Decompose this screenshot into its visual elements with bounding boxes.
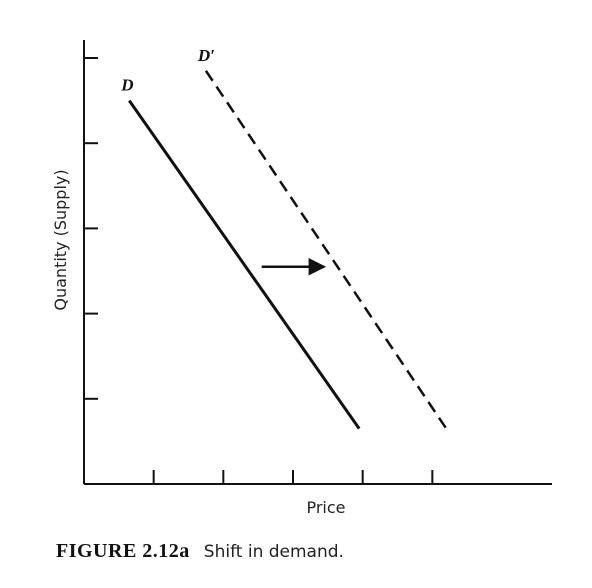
figure-caption: FIGURE 2.12a Shift in demand.: [56, 540, 344, 563]
curve-label-d: D: [120, 76, 133, 95]
x-ticks: [152, 470, 434, 484]
figure-caption-text: Shift in demand.: [203, 542, 344, 562]
y-axis-label: Quantity (Supply): [51, 169, 70, 310]
curve-label-d-prime: D′: [197, 46, 215, 65]
demand-curve-d: [128, 99, 361, 430]
demand-curve-d-prime: [204, 70, 448, 430]
figure-number: FIGURE 2.12a: [56, 540, 190, 562]
chart: D D′ Price Quantity (Supply): [51, 40, 552, 517]
series-layer: D D′: [120, 46, 448, 430]
x-axis-label: Price: [306, 498, 345, 517]
y-ticks: [84, 57, 98, 400]
